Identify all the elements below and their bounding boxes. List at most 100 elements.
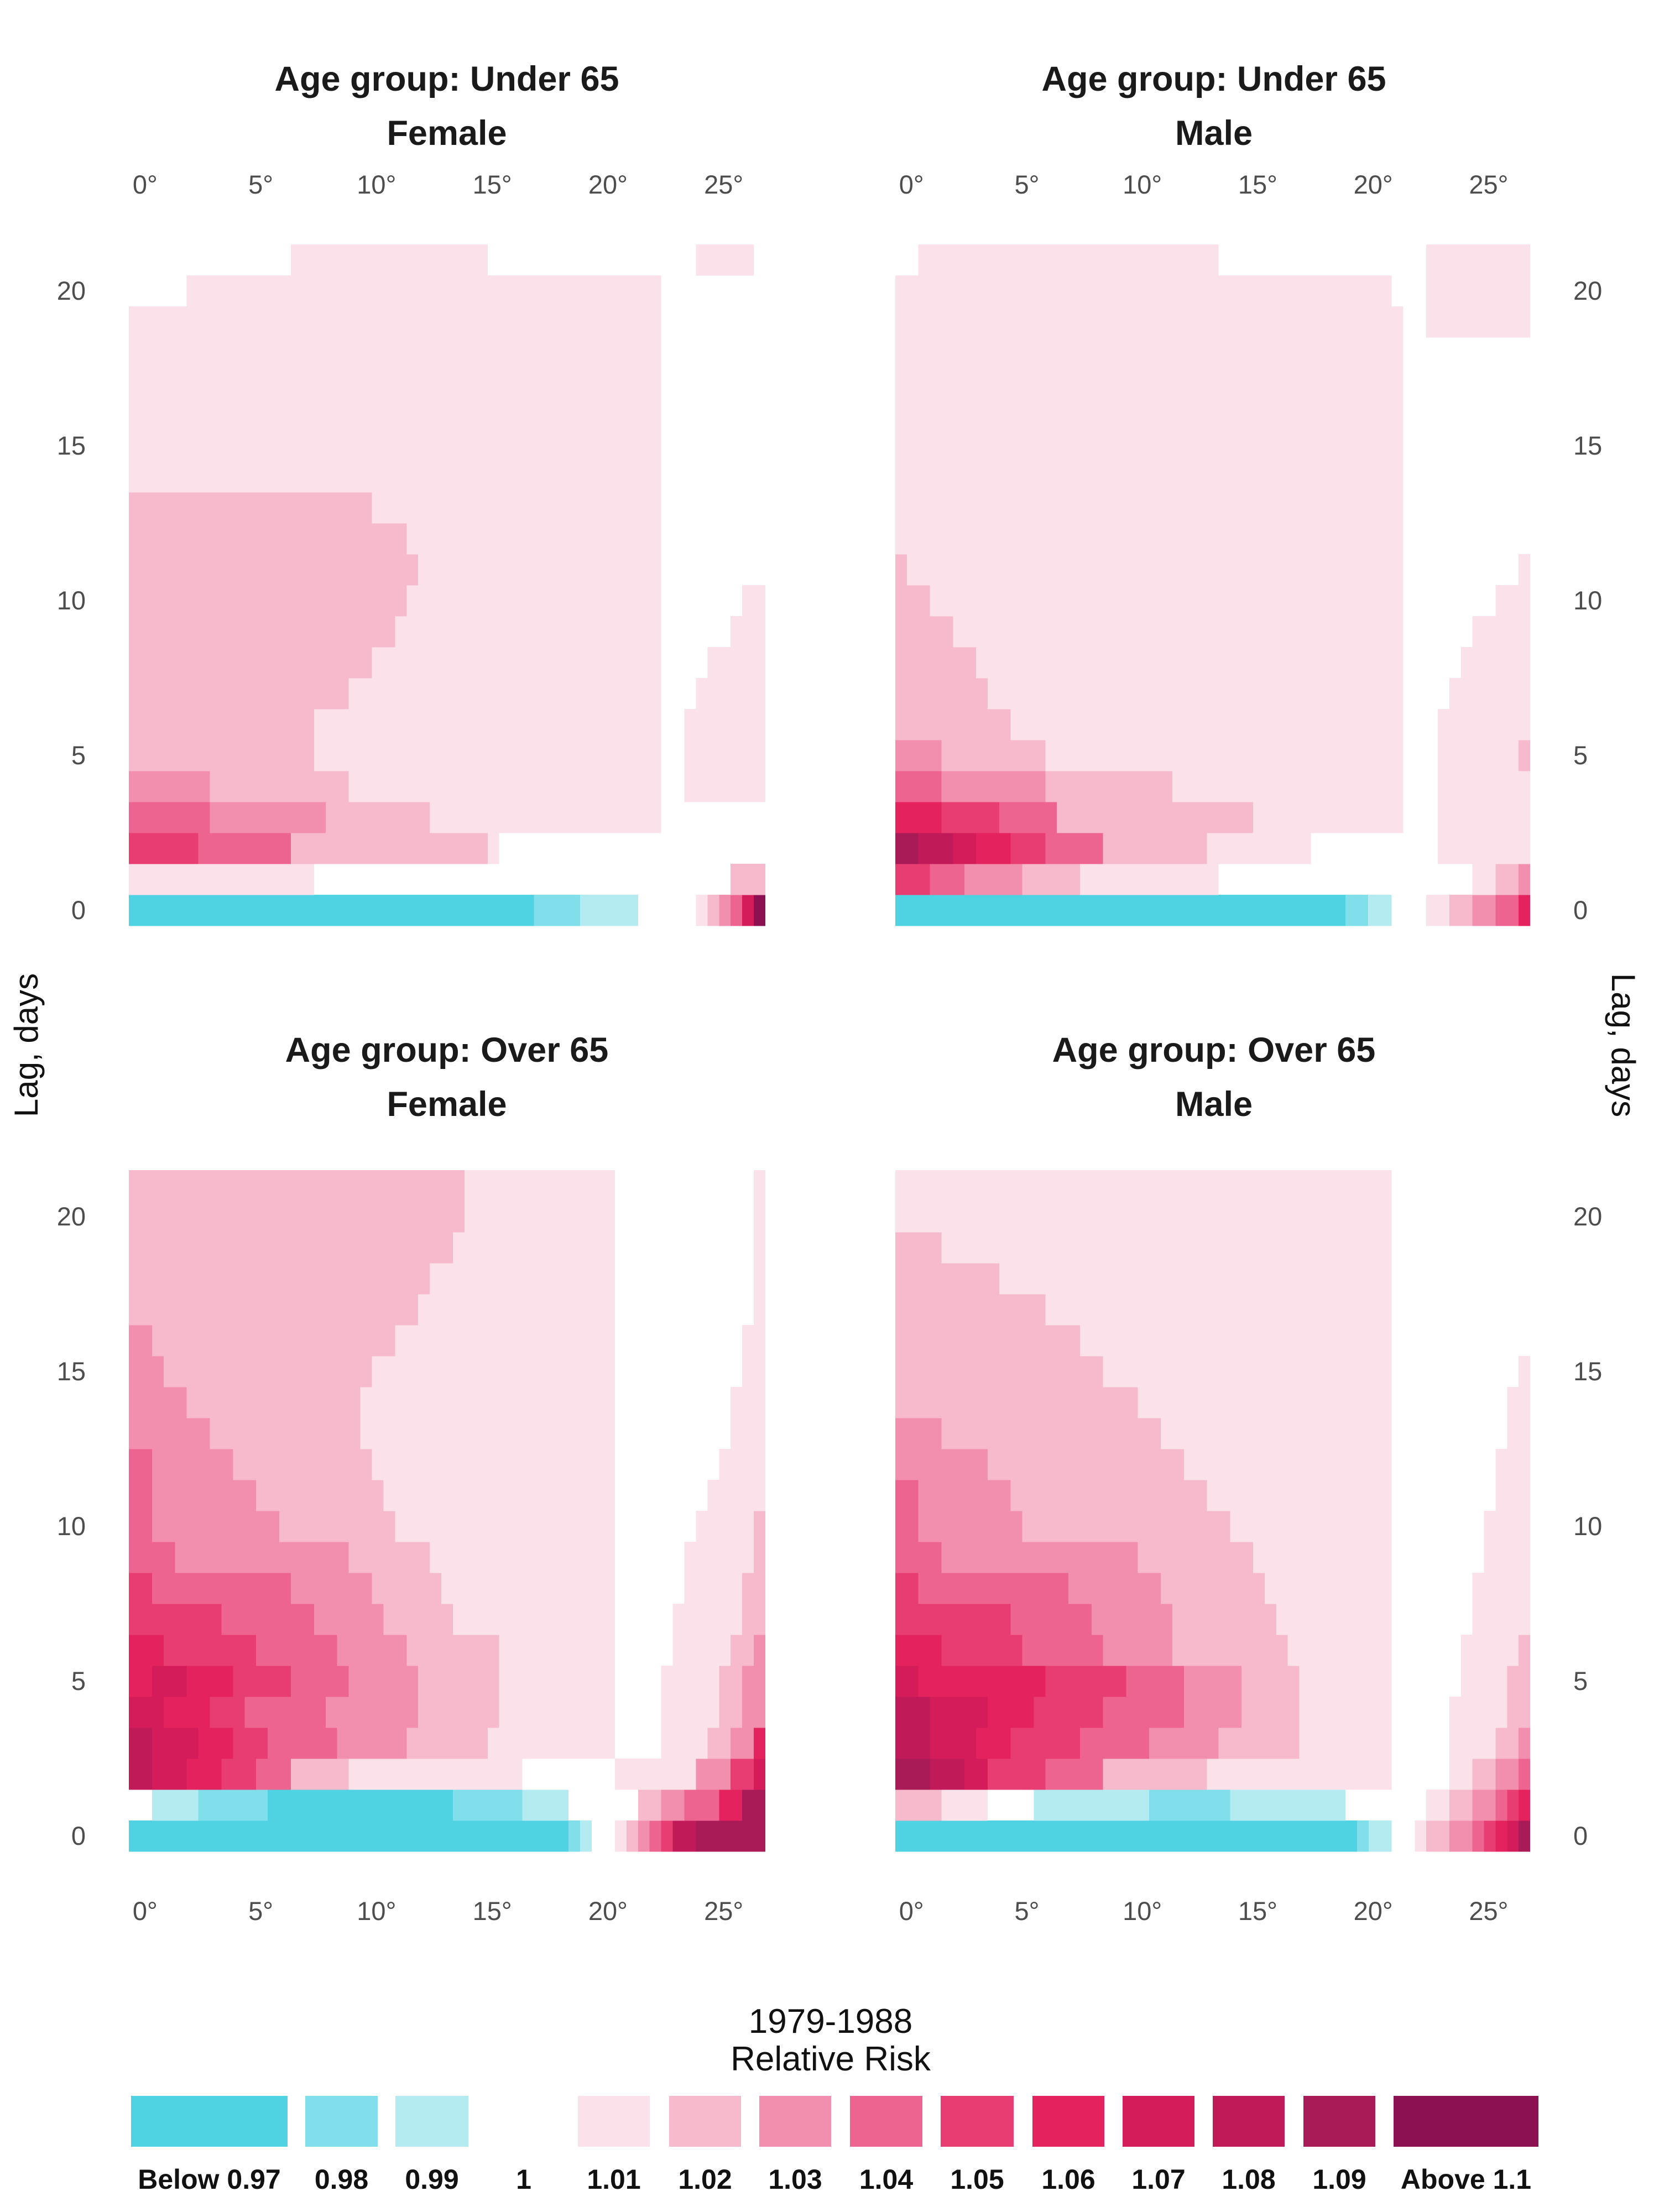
legend-swatch xyxy=(1032,2096,1104,2147)
heatmap-cell xyxy=(719,1449,765,1480)
heatmap-cell xyxy=(742,1790,765,1821)
heatmap-cell xyxy=(1426,306,1530,338)
heatmap-cell xyxy=(279,1511,395,1542)
heatmap-cell xyxy=(895,1294,1046,1326)
heatmap-cell xyxy=(291,1573,372,1604)
heatmap-cell xyxy=(1507,1418,1530,1449)
heatmap-cell xyxy=(1161,1573,1265,1604)
heatmap-cell xyxy=(186,1666,233,1697)
y-tick-label: 0 xyxy=(71,1821,86,1850)
heatmap-cell xyxy=(1507,1666,1530,1697)
heatmap-cell xyxy=(930,864,965,895)
heatmap-cell xyxy=(198,1790,268,1821)
y-tick-label: 20 xyxy=(1573,1202,1602,1231)
heatmap-cell xyxy=(1519,1728,1530,1759)
heatmap-cell xyxy=(198,1511,280,1542)
heatmap-cell xyxy=(638,1820,650,1852)
heatmap-cell xyxy=(129,1387,187,1418)
legend-swatch xyxy=(759,2096,831,2147)
heatmap-cell xyxy=(1484,1511,1530,1542)
panel-4-title-line1: Age group: Over 65 xyxy=(1052,1031,1376,1070)
heatmap-cell xyxy=(918,1511,1022,1542)
legend-swatch xyxy=(1394,2096,1538,2147)
heatmap-cell xyxy=(941,1542,1034,1573)
heatmap-cell xyxy=(129,1170,465,1202)
heatmap-cell xyxy=(129,1511,152,1542)
heatmap-cell xyxy=(988,1573,1069,1604)
heatmap-cell xyxy=(406,1635,499,1666)
heatmap-cell xyxy=(1149,1790,1230,1821)
heatmap-cell xyxy=(1519,740,1530,771)
heatmap-cell xyxy=(152,1573,199,1604)
heatmap-cell xyxy=(684,709,765,740)
heatmap-cell xyxy=(129,368,661,400)
heatmap-cell xyxy=(152,1325,395,1357)
x-tick-label: 15° xyxy=(473,170,512,199)
heatmap-cell xyxy=(129,461,661,493)
y-tick-label: 20 xyxy=(57,1202,86,1231)
heatmap-cell xyxy=(895,616,1404,648)
heatmap-cell xyxy=(129,1480,152,1511)
heatmap-cell xyxy=(152,1604,222,1635)
heatmap-cell xyxy=(210,1418,361,1449)
heatmap-cell xyxy=(895,895,1345,926)
y-tick-label: 15 xyxy=(1573,431,1602,460)
heatmap-cell xyxy=(453,1790,523,1821)
y-tick-label: 20 xyxy=(1573,276,1602,305)
legend-label: 1.08 xyxy=(1222,2164,1275,2195)
heatmap-cell xyxy=(754,1201,765,1233)
legend-swatch xyxy=(1213,2096,1285,2147)
heatmap-cell xyxy=(719,1666,743,1697)
heatmap-cell xyxy=(129,864,314,895)
heatmap-cell xyxy=(129,1356,164,1387)
x-tick-label: 0° xyxy=(899,170,924,199)
panel-2-cells xyxy=(895,244,1530,926)
heatmap-cell xyxy=(129,1759,152,1790)
y-tick-label: 10 xyxy=(1573,586,1602,615)
heatmap-cell xyxy=(976,833,1011,864)
heatmap-cell xyxy=(684,740,765,771)
heatmap-cell xyxy=(1415,1820,1427,1852)
x-tick-label: 15° xyxy=(473,1896,512,1926)
heatmap-cell xyxy=(1183,1666,1242,1697)
heatmap-cell xyxy=(895,771,942,802)
heatmap-cell xyxy=(1472,1573,1530,1604)
heatmap-cell xyxy=(661,1820,673,1852)
heatmap-cell xyxy=(754,1294,765,1326)
x-tick-label: 25° xyxy=(1469,1896,1508,1926)
heatmap-cell xyxy=(129,492,372,524)
heatmap-cell xyxy=(707,895,719,926)
heatmap-cell xyxy=(941,802,999,833)
heatmap-cell xyxy=(1010,833,1046,864)
heatmap-cell xyxy=(754,1263,765,1295)
heatmap-cell xyxy=(314,1604,384,1635)
heatmap-cell xyxy=(522,1759,615,1790)
legend-swatch xyxy=(1123,2096,1194,2147)
heatmap-cell xyxy=(129,1325,152,1357)
panel-4-cells xyxy=(895,1170,1530,1852)
heatmap-cell xyxy=(719,895,731,926)
heatmap-cell xyxy=(895,306,1404,338)
heatmap-cell xyxy=(291,1759,349,1790)
heatmap-cell xyxy=(895,709,1011,740)
heatmap-cell xyxy=(1426,1820,1449,1852)
heatmap-cell xyxy=(418,1697,499,1728)
heatmap-cell xyxy=(337,1635,407,1666)
heatmap-cell xyxy=(895,647,1404,679)
heatmap-cell xyxy=(210,802,326,833)
heatmap-cell xyxy=(1438,709,1530,740)
heatmap-cell xyxy=(1426,1790,1449,1821)
legend-label: 1.05 xyxy=(950,2164,1004,2195)
heatmap-cell xyxy=(325,1697,419,1728)
heatmap-cell xyxy=(742,1604,765,1635)
y-tick-label: 10 xyxy=(57,1511,86,1541)
heatmap-cell xyxy=(1449,678,1530,709)
heatmap-cell xyxy=(1438,771,1530,802)
heatmap-cell xyxy=(291,1666,349,1697)
heatmap-cell xyxy=(719,1790,743,1821)
heatmap-cell xyxy=(129,1263,430,1295)
heatmap-cell xyxy=(976,1728,1011,1759)
heatmap-cell xyxy=(129,1666,152,1697)
heatmap-cell xyxy=(233,1728,268,1759)
heatmap-cell xyxy=(129,1294,419,1326)
